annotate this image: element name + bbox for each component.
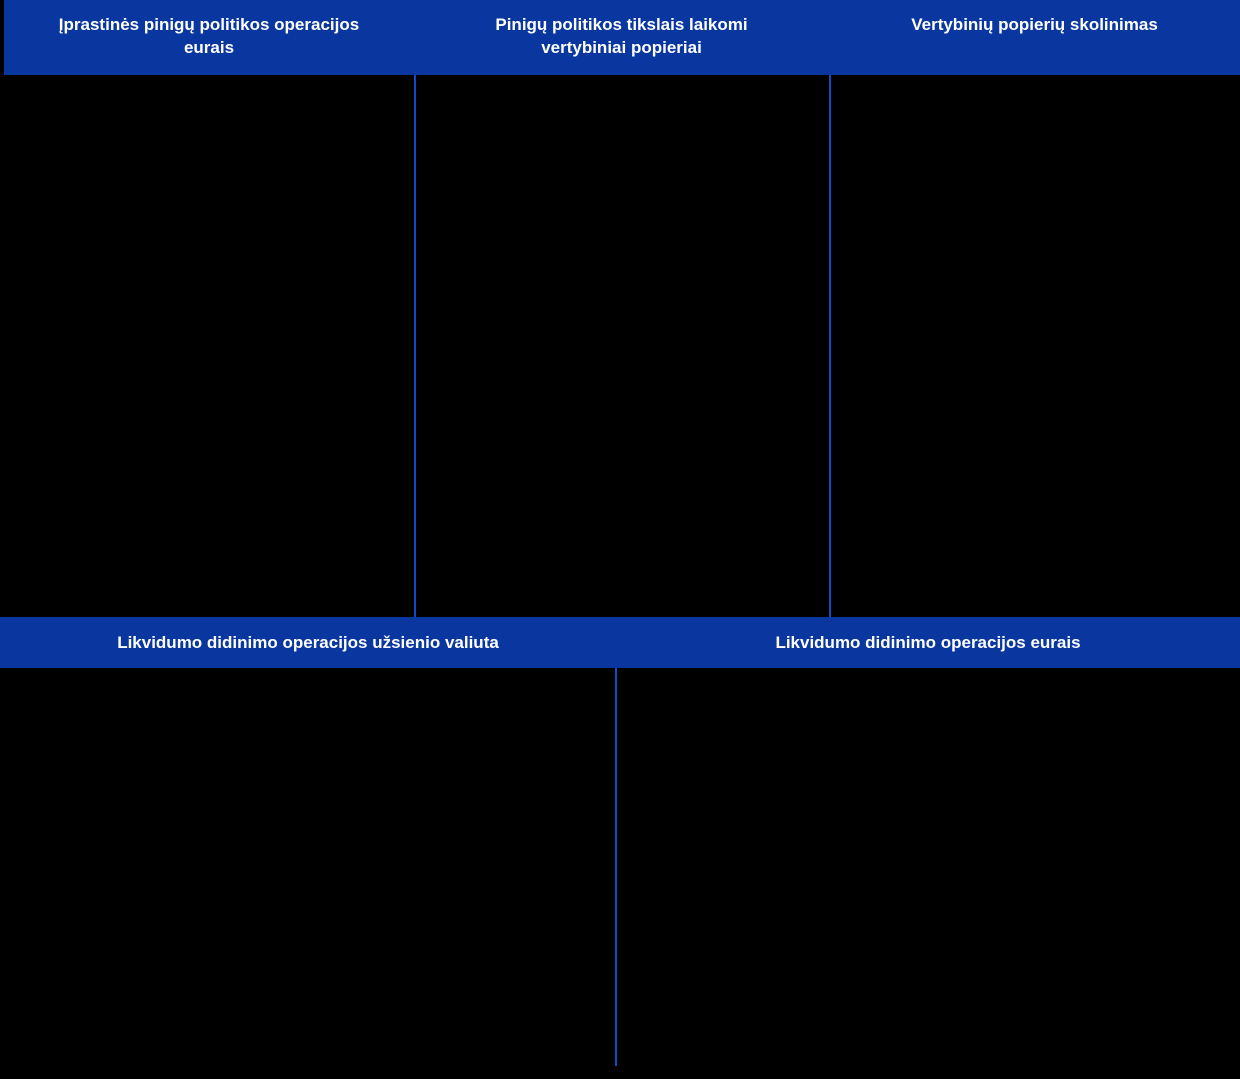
panel-title-line: Likvidumo didinimo operacijos eurais — [775, 633, 1081, 652]
panel-title-line: vertybiniai popieriai — [541, 38, 702, 57]
panel-title-pinigu-politikos-vp: Pinigų politikos tikslais laikomi vertyb… — [414, 0, 829, 75]
top-row-plot-area — [0, 75, 1240, 617]
panel-title-line: eurais — [183, 38, 235, 57]
top-row-divider-2 — [829, 75, 831, 617]
panel-title-line: Įprastinės pinigų politikos operacijos — [58, 15, 360, 34]
top-row-divider-1 — [414, 75, 416, 617]
panel-title-iprastines-operacijos: Įprastinės pinigų politikos operacijos e… — [4, 0, 414, 75]
bottom-row-divider — [615, 668, 617, 1066]
top-header-bar: Įprastinės pinigų politikos operacijos e… — [4, 0, 1240, 75]
panel-title-vp-skolinimas: Vertybinių popierių skolinimas — [829, 0, 1240, 75]
panel-title-line: Vertybinių popierių skolinimas — [911, 15, 1158, 34]
panel-title-line: Pinigų politikos tikslais laikomi — [495, 15, 748, 34]
panel-title-likvidumo-eurais: Likvidumo didinimo operacijos eurais — [616, 617, 1240, 668]
panel-title-likvidumo-uzsienio-valiuta: Likvidumo didinimo operacijos užsienio v… — [0, 617, 616, 668]
panel-title-line: Likvidumo didinimo operacijos užsienio v… — [117, 633, 499, 652]
middle-header-bar: Likvidumo didinimo operacijos užsienio v… — [0, 617, 1240, 668]
bottom-row-plot-area — [0, 668, 1240, 1079]
